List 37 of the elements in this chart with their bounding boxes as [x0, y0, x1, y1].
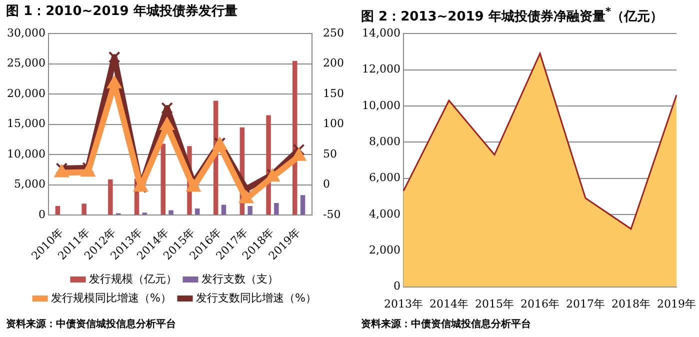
- y2-tick-label: 0: [323, 178, 330, 191]
- y-tick-label: 25,000: [6, 56, 46, 70]
- y2-tick-label: -50: [323, 208, 341, 221]
- y-tick-label: 15,000: [6, 117, 46, 130]
- x-tick-label: 2015年: [474, 297, 514, 310]
- y-tick-label: 4,000: [368, 207, 400, 220]
- text: 资料来源：中债资信城投信息分析平台: [5, 318, 176, 331]
- y-tick-label: 14,000: [362, 26, 400, 40]
- legend-label: 发行规模同比增速（%）: [51, 291, 172, 304]
- y-tick-label: 10,000: [362, 98, 400, 112]
- x-tick-label: 2014年: [429, 297, 468, 310]
- legend-label: 发行规模（亿元）: [89, 272, 177, 286]
- y-tick-label: 2,000: [368, 243, 400, 256]
- y2-tick-label: 250: [323, 26, 344, 40]
- y2-tick-label: 100: [323, 117, 344, 130]
- legend-label: 发行支数（支）: [202, 272, 278, 286]
- y2-tick-label: 200: [323, 56, 344, 70]
- x-tick-label: 2018年: [612, 297, 650, 310]
- y2-tick-label: 150: [323, 86, 344, 100]
- y-tick-label: 8,000: [368, 134, 400, 148]
- x-tick-label: 2017年: [566, 297, 605, 310]
- y-tick-label: 0: [38, 208, 46, 221]
- text: 资料来源：中债资信城投信息分析平台: [360, 318, 531, 331]
- y-tick-label: 5,000: [14, 178, 46, 191]
- y-tick-label: 10,000: [6, 147, 46, 160]
- y-tick-label: 20,000: [6, 86, 46, 100]
- y-tick-label: 30,000: [6, 26, 46, 40]
- legend-label: 发行支数同比增速（%）: [196, 291, 316, 304]
- chart-title: 图 2：2013~2019 年城投债券净融资量$^{*}$（亿元）: [360, 4, 664, 24]
- x-tick-label: 2013年: [384, 297, 423, 310]
- x-tick-label: 2016年: [520, 297, 560, 310]
- chart-title: 图 1：2010~2019 年城投债券发行量: [5, 3, 238, 21]
- x-tick-label: 2019年: [657, 297, 696, 310]
- y2-tick-label: 50: [323, 147, 338, 160]
- y-tick-label: 12,000: [362, 62, 400, 76]
- y-tick-label: 6,000: [368, 171, 400, 184]
- y-tick-label: 0: [393, 280, 400, 293]
